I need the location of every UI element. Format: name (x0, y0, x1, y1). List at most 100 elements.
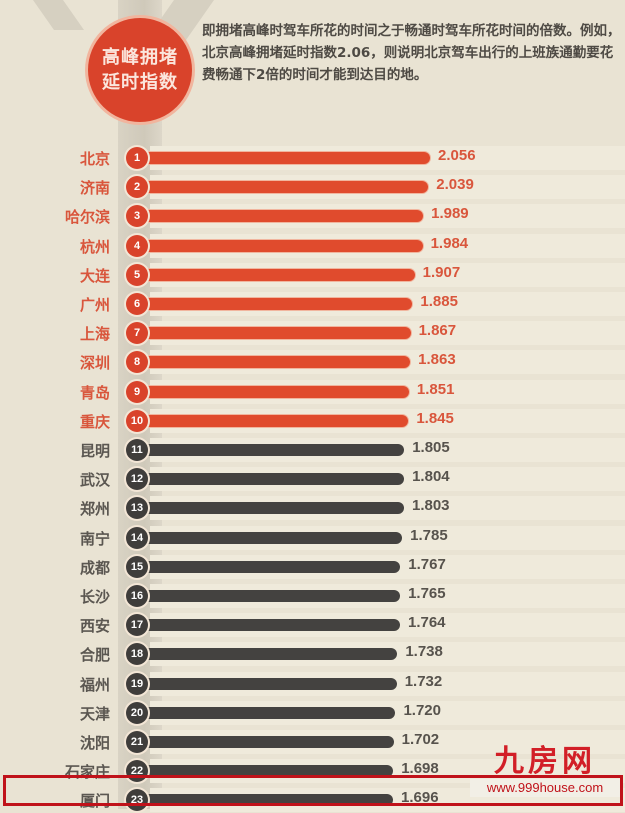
value-label: 2.056 (438, 147, 476, 164)
chart-row: 郑州 13 1.803 (0, 497, 625, 521)
value-label: 1.863 (418, 351, 456, 368)
chart-row: 南宁 14 1.785 (0, 527, 625, 551)
rank-badge: 11 (126, 439, 148, 461)
watermark-logo: 九房网 (494, 744, 596, 779)
rank-badge: 15 (126, 556, 148, 578)
rank-badge: 19 (126, 673, 148, 695)
rank-badge: 14 (126, 527, 148, 549)
bar (148, 473, 405, 485)
chart-row: 昆明 11 1.805 (0, 439, 625, 463)
value-label: 1.804 (412, 468, 450, 485)
value-label: 1.803 (411, 497, 450, 514)
title-line-1: 高峰拥堵 (102, 47, 178, 68)
city-label: 昆明 (79, 442, 110, 460)
watermark: 九房网 www.999house.com (470, 745, 620, 797)
bar (148, 298, 413, 310)
chart-row: 成都 15 1.767 (0, 556, 625, 580)
value-label: 1.845 (416, 410, 454, 427)
city-label: 福州 (79, 676, 110, 694)
bar (148, 327, 411, 339)
value-label: 1.738 (405, 643, 443, 660)
description-text: 即拥堵高峰时驾车所花的时间之于畅通时驾车所花时间的倍数。例如，北京高峰拥堵延时指… (202, 23, 621, 83)
chart-row: 合肥 18 1.738 (0, 643, 625, 667)
value-label: 1.764 (407, 614, 446, 631)
chart-row: 上海 7 1.867 (0, 322, 625, 346)
chart-row: 广州 6 1.885 (0, 293, 625, 317)
value-label: 1.867 (418, 322, 457, 339)
city-label: 上海 (79, 325, 110, 343)
bar (148, 444, 405, 456)
title-badge: 高峰拥堵 延时指数 (88, 18, 192, 122)
bar (148, 590, 401, 602)
value-label: 1.989 (431, 205, 469, 222)
chart-row: 长沙 16 1.765 (0, 585, 625, 609)
city-label: 深圳 (79, 354, 110, 372)
value-label: 1.805 (412, 439, 450, 456)
chart-row: 北京 1 2.056 (0, 147, 625, 171)
city-label: 广州 (79, 296, 110, 314)
chart-row: 济南 2 2.039 (0, 176, 625, 200)
city-label: 天津 (79, 705, 110, 723)
city-label: 济南 (79, 179, 110, 197)
rank-badge: 17 (126, 614, 148, 636)
city-label: 武汉 (79, 471, 110, 489)
city-label: 杭州 (79, 238, 110, 256)
city-label: 成都 (79, 559, 110, 577)
bar (148, 502, 404, 514)
value-label: 1.720 (403, 702, 441, 719)
city-label: 合肥 (79, 646, 110, 664)
rank-badge: 20 (126, 702, 148, 724)
bar (148, 707, 396, 719)
title-line-2: 延时指数 (102, 72, 178, 93)
value-label: 1.885 (420, 293, 458, 310)
rank-badge: 16 (126, 585, 148, 607)
rank-badge: 1 (126, 147, 148, 169)
rank-badge: 13 (126, 497, 148, 519)
value-label: 1.702 (401, 731, 440, 748)
bar (148, 415, 409, 427)
bar (148, 648, 398, 660)
rank-badge: 8 (126, 351, 148, 373)
city-label: 重庆 (79, 413, 110, 431)
city-label: 沈阳 (79, 734, 110, 752)
city-label: 南宁 (79, 530, 110, 548)
rank-badge: 7 (126, 322, 148, 344)
value-label: 1.785 (410, 527, 448, 544)
city-label: 青岛 (79, 384, 110, 402)
rank-badge: 3 (126, 205, 148, 227)
value-label: 1.732 (404, 673, 443, 690)
bar (148, 181, 429, 193)
city-label: 长沙 (79, 588, 110, 606)
city-label: 哈尔滨 (64, 208, 110, 226)
bar (148, 619, 400, 631)
bar (148, 765, 394, 777)
value-label: 1.907 (422, 264, 461, 281)
value-label: 1.696 (401, 789, 439, 806)
chart-row: 石家庄 22 1.698 (0, 760, 625, 784)
value-label: 1.851 (416, 381, 455, 398)
rank-badge: 21 (126, 731, 148, 753)
city-label: 郑州 (79, 500, 110, 518)
rank-badge: 9 (126, 381, 148, 403)
value-label: 1.767 (408, 556, 446, 573)
bar (148, 356, 411, 368)
chart-row: 天津 20 1.720 (0, 702, 625, 726)
rank-badge: 4 (126, 235, 148, 257)
watermark-url: www.999house.com (470, 779, 620, 797)
value-label: 2.039 (436, 176, 474, 193)
bar (148, 269, 415, 281)
rank-badge: 6 (126, 293, 148, 315)
city-label: 大连 (79, 267, 110, 285)
bar (148, 736, 394, 748)
chart-row: 沈阳 21 1.702 (0, 731, 625, 755)
chart-row: 哈尔滨 3 1.989 (0, 205, 625, 229)
chart-row: 青岛 9 1.851 (0, 381, 625, 405)
bar (148, 678, 397, 690)
rank-badge: 12 (126, 468, 148, 490)
chart-row: 大连 5 1.907 (0, 264, 625, 288)
road-decoration (25, 0, 85, 30)
bar (148, 561, 401, 573)
rank-badge: 18 (126, 643, 148, 665)
chart-row: 武汉 12 1.804 (0, 468, 625, 492)
city-label: 西安 (79, 617, 110, 635)
